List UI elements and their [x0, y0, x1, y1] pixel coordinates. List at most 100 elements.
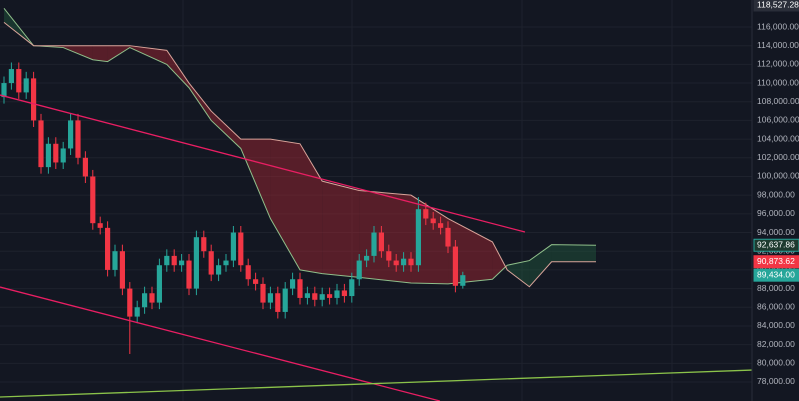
trendline [0, 286, 441, 401]
y-tick-label: 86,000.00 [757, 302, 795, 312]
candle-body [349, 279, 355, 297]
candle-body [423, 209, 429, 219]
y-tick-label: 108,000.00 [757, 96, 799, 106]
candle-body [112, 251, 118, 270]
candle-body [134, 307, 140, 317]
candle-body [8, 69, 14, 84]
cloud-fill [529, 244, 552, 287]
candle-body [156, 265, 162, 303]
cloud-fill [211, 111, 241, 149]
price-label: 90,873.62 [757, 256, 795, 266]
y-tick-label: 116,000.00 [757, 21, 799, 31]
cloud-line [3, 8, 597, 285]
y-tick-label: 98,000.00 [757, 189, 795, 199]
candle-body [45, 143, 51, 168]
y-tick-label: 104,000.00 [757, 133, 799, 143]
candle-body [75, 120, 81, 158]
candle-body [127, 288, 133, 317]
candle-body [430, 218, 436, 224]
candle-body [201, 237, 207, 252]
cloud-fill [359, 190, 412, 283]
price-label: 92,637.86 [757, 240, 795, 250]
candle-body [230, 232, 236, 261]
y-tick-label: 112,000.00 [757, 59, 799, 69]
candle-body [245, 265, 251, 280]
candle-body [282, 288, 288, 312]
price-label-box [753, 238, 799, 252]
candle-body [23, 78, 29, 93]
candle-body [312, 293, 318, 300]
candle-body [238, 232, 244, 266]
cloud-fill [322, 181, 360, 278]
candle-body [142, 293, 148, 308]
candle-body [275, 293, 281, 312]
candle-body [60, 148, 66, 163]
candle-body [386, 251, 392, 261]
candle-body [319, 294, 325, 300]
vertical-grid [182, 0, 673, 401]
candle-body [452, 246, 458, 286]
candle-body [149, 293, 155, 303]
candle-body [216, 265, 222, 275]
candle-body [445, 227, 451, 247]
cloud-fill [551, 244, 597, 262]
candle-body [334, 290, 340, 298]
y-tick-label: 80,000.00 [757, 358, 795, 368]
candle-body [186, 260, 192, 289]
candle-body [371, 232, 377, 256]
cloud-fill [448, 218, 493, 284]
cloud-fill [92, 45, 108, 62]
candle-body [90, 176, 96, 224]
y-tick-label: 96,000.00 [757, 208, 795, 218]
candle-body [356, 260, 362, 280]
candle-body [415, 209, 421, 266]
cloud-fill [166, 50, 189, 88]
cloud-fill [300, 143, 323, 274]
candle-body [31, 78, 37, 121]
y-tick-label: 100,000.00 [757, 171, 799, 181]
y-tick-label: 84,000.00 [757, 320, 795, 330]
candle-body [364, 255, 370, 261]
candle-body [179, 260, 185, 266]
candle-body [164, 255, 170, 266]
candle-body [290, 279, 296, 289]
horizontal-grid [0, 26, 752, 383]
price-label-box [753, 255, 799, 269]
candle-body [1, 83, 7, 98]
candle-body [68, 120, 74, 149]
candle-body [253, 279, 259, 284]
candle-body [297, 279, 303, 298]
candle-body [38, 120, 44, 168]
candle-body [105, 227, 111, 270]
candle-body [16, 69, 22, 93]
y-tick-label: 78,000.00 [757, 376, 795, 386]
candle-body [208, 251, 214, 275]
candle-body [53, 143, 59, 163]
trendline [0, 94, 526, 233]
cloud-fill [240, 139, 271, 219]
trendline [0, 369, 753, 398]
price-label: 89,434.00 [757, 269, 795, 279]
cloud-fill [188, 83, 212, 121]
candle-body [119, 251, 125, 289]
y-tick-label: 94,000.00 [757, 227, 795, 237]
candle-body [438, 223, 444, 228]
cloud-fill [507, 260, 530, 287]
candle-body [97, 223, 103, 228]
candle-body [171, 255, 177, 266]
candle-body [393, 260, 399, 266]
candle-body [327, 294, 333, 298]
candle-body [223, 260, 229, 266]
candle-body [408, 258, 414, 266]
candle-body [341, 290, 347, 297]
y-tick-label: 102,000.00 [757, 152, 799, 162]
candle-body [460, 275, 466, 286]
candle-body [378, 232, 384, 252]
y-tick-label: 106,000.00 [757, 115, 799, 125]
candle-body [193, 237, 199, 289]
candle-body [401, 258, 407, 266]
cloud-line [3, 21, 597, 288]
